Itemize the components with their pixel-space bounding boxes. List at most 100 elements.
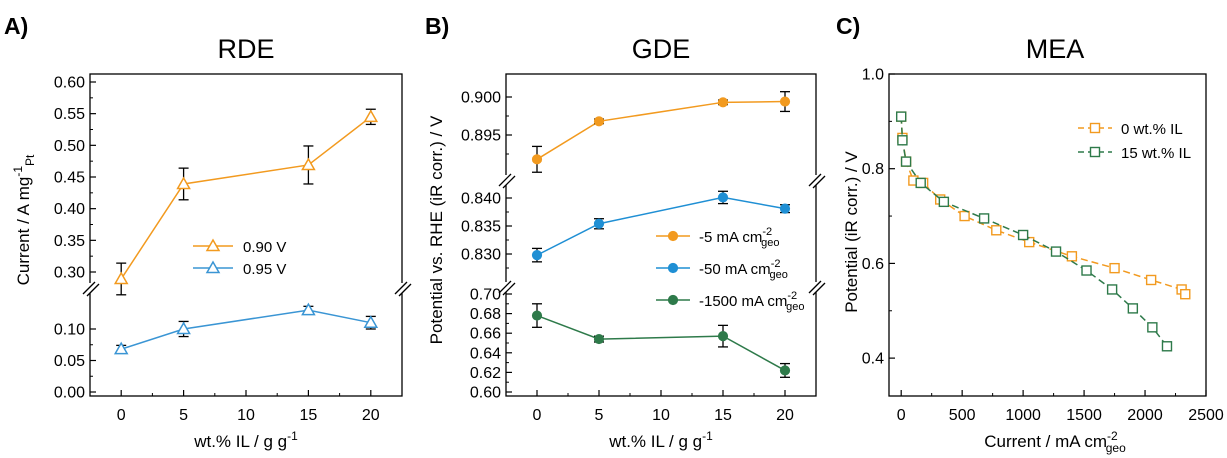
panel-b-ytick-label: 0.835: [461, 219, 501, 236]
panel-c-series-0-point: [1180, 288, 1191, 300]
panel-a-break-right-gap: [393, 283, 411, 293]
panel-b-legend-label-2-main: -1500 mA cm: [699, 293, 787, 310]
panel-b-series-1-point: [531, 250, 543, 261]
panel-b-legend-label-1: -50 mA cm-2 geo: [699, 258, 788, 281]
panel-a-series-0-point: [113, 271, 129, 285]
panel-a-legend-label-0: 0.90 V: [243, 239, 286, 256]
panel-b-legend-label-2-sup: -2: [787, 290, 797, 302]
panel-a-series-0-point: [176, 176, 191, 190]
panel-a-letter: A): [4, 13, 28, 39]
panel-b-ytick-label: 0.60: [470, 385, 501, 402]
panel-a-xtick-label: 15: [300, 407, 318, 424]
panel-b-xlabel-sup: -1: [702, 429, 713, 443]
panel-c-title: MEA: [1026, 34, 1085, 64]
panel-b-series-1-point: [593, 218, 605, 229]
panel-a-ytick-label: 0.50: [54, 138, 85, 155]
panel-a-data: [113, 108, 379, 355]
panel-b-xlabel-main: wt.% IL / g g: [608, 432, 702, 451]
panel-a-ytick-label: 0.05: [54, 353, 85, 370]
panel-b-xlabel: wt.% IL / g g-1: [608, 429, 713, 451]
panel-c-series-0-point: [1145, 274, 1157, 286]
panel-b-xtick-label: 20: [776, 407, 794, 424]
panel-a-ytick-label: 0.10: [54, 322, 85, 339]
panel-c-xlabel-sub: geo: [1106, 441, 1126, 455]
panel-b-series-1-point: [779, 203, 791, 214]
panel-b-legend-marker-2: [667, 294, 679, 306]
panel-b-series-2-point: [779, 365, 791, 376]
panel-b-legend-label-0: -5 mA cm-2 geo: [699, 226, 779, 249]
panel-b-legend-marker-1: [667, 262, 679, 274]
panel-c-ytick-label: 0.8: [862, 161, 884, 178]
panel-c-ytick-label: 1.0: [862, 67, 884, 84]
panel-b-break-right-0-gap: [807, 175, 825, 185]
panel-b-break-right-0-slash-1: [808, 173, 822, 187]
panel-b-series-2-point: [531, 310, 543, 321]
panel-c-xlabel-sup: -2: [1107, 429, 1118, 443]
panel-b-series-0-point: [717, 97, 729, 108]
panel-c-data: [895, 111, 1191, 352]
panel-c-mea: C) MEA 0 500 1000 1500 2000 25000.40.60.81.0 …: [836, 13, 1224, 455]
panel-a-legend: 0.90 V 0.95 V: [193, 238, 286, 278]
panel-c-ytick-label: 0.6: [862, 256, 884, 273]
panel-c-series-1-point: [1081, 265, 1092, 276]
panel-a-series-1-point: [363, 315, 379, 328]
panel-b-gde: B) GDE 0 5 10 15 20 0.895 0.900 0.830 0.835 0.840…: [425, 13, 826, 451]
panel-a-ytick-label: 0.55: [54, 106, 85, 123]
panel-c-series-0-point: [1109, 262, 1120, 274]
panel-b-legend-label-1-main: -50 mA cm: [699, 261, 771, 278]
panel-b-legend: -5 mA cm-2 geo-50 mA cm-2 geo-1500 mA cm-2…: [656, 226, 805, 313]
panel-c-frame: [888, 73, 1207, 397]
panel-b-legend-label-2-sub: geo: [786, 301, 804, 313]
panel-b-break-left-0-gap: [497, 175, 515, 185]
panel-c-series-1-point: [1127, 303, 1139, 314]
panel-a-ytick-label: 0.60: [54, 75, 85, 92]
panel-b-legend-label-0-sub: geo: [761, 237, 779, 249]
panel-c-series-0-point: [959, 210, 970, 222]
panel-b-legend-label-2: -1500 mA cm-2 geo: [699, 290, 805, 313]
panel-a-break-left-gap: [81, 283, 99, 293]
panel-a-xlabel-main: wt.% IL / g g: [193, 432, 287, 451]
panel-b-xtick-label: 10: [652, 407, 670, 424]
panel-a-break-left-slash-2: [86, 283, 100, 297]
panel-b-break-left-1-slash-2: [502, 282, 516, 296]
panel-a-series-0-line: [120, 116, 372, 280]
panel-c-series-1-point: [897, 135, 908, 146]
panel-a-ytick-label: 0.00: [54, 385, 85, 402]
panel-b-ytick-label: 0.830: [461, 247, 501, 264]
panel-b-xtick-label: 5: [595, 407, 604, 424]
panel-a-series-0-point: [363, 109, 379, 123]
panel-b-series-2-point: [593, 333, 605, 345]
panel-b-ytick-label: 0.68: [470, 306, 501, 323]
panel-b-series-0-line: [536, 100, 786, 160]
panel-c-series-1-point: [1161, 341, 1173, 352]
panel-a-series-1-line: [120, 309, 371, 350]
panel-a-xtick-label: 20: [362, 407, 380, 424]
panel-c-xtick-label: 0: [897, 407, 906, 424]
panel-c-series-1-point: [915, 177, 926, 189]
panel-a-ytick-label: 0.45: [54, 170, 85, 187]
panel-a-series-1-point: [176, 321, 191, 335]
panel-b-ytick-label: 0.895: [461, 128, 501, 145]
panel-a-break-right-slash-2: [398, 283, 412, 297]
panel-a-series-0-point: [301, 157, 316, 171]
panel-b-axes: 0 5 10 15 20 0.895 0.900 0.830 0.835 0.840 0.60 0.6…: [461, 73, 826, 424]
panel-c-xtick-label: 1000: [1005, 407, 1041, 424]
panel-a-ylabel-main: Current / A mg: [14, 177, 33, 286]
panel-b-break-left-1-slash-1: [498, 280, 512, 294]
panel-b-xtick-label: 15: [714, 407, 732, 424]
panel-a-legend-label-1: 0.95 V: [243, 261, 286, 278]
panel-c-legend-marker-0: [1089, 122, 1101, 134]
panel-b-series-2-point: [717, 331, 729, 342]
panel-a-ylabel: Current / A mg-1Pt: [11, 154, 37, 285]
panel-c-series-1-point: [1147, 322, 1158, 333]
panel-c-xtick-label: 1500: [1066, 407, 1102, 424]
panel-a-xlabel: wt.% IL / g g-1: [193, 429, 298, 451]
panel-c-legend-label-1: 15 wt.% IL: [1121, 145, 1191, 162]
panel-a-xtick-label: 5: [179, 407, 188, 424]
panel-b-ytick-label: 0.64: [470, 345, 501, 362]
panel-b-xtick-label: 0: [533, 407, 542, 424]
panel-c-legend-label-0: 0 wt.% IL: [1121, 121, 1183, 138]
panel-c-series-1-point: [1106, 284, 1118, 295]
panel-c-ylabel: Potential (iR corr.) / V: [842, 151, 861, 313]
panel-b-break-left-0-slash-2: [502, 175, 516, 189]
